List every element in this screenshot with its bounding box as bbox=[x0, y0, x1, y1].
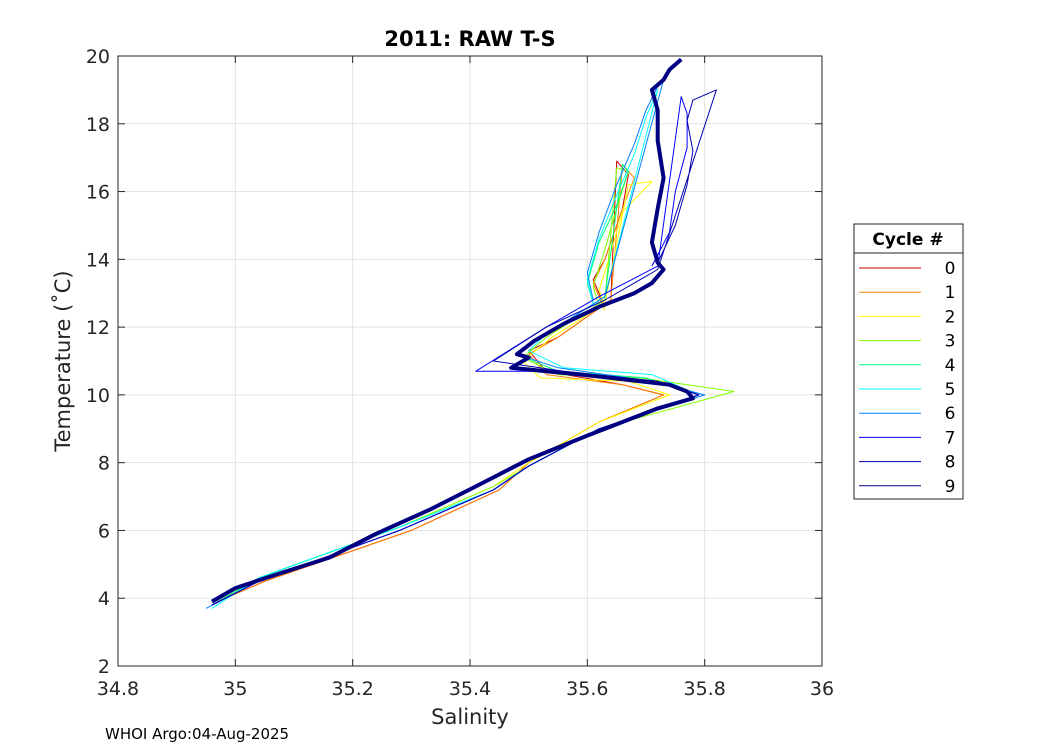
y-axis-title: Temperature (˚C) bbox=[51, 270, 75, 452]
y-tick-label: 20 bbox=[86, 46, 110, 68]
legend-label: 9 bbox=[945, 477, 956, 497]
legend-label: 1 bbox=[945, 283, 956, 303]
legend-box bbox=[853, 223, 964, 500]
y-tick-label: 8 bbox=[98, 453, 110, 475]
y-tick-label: 16 bbox=[86, 182, 110, 204]
x-axis-title: Salinity bbox=[431, 705, 509, 729]
legend-label: 7 bbox=[945, 428, 956, 448]
chart-title: 2011: RAW T-S bbox=[384, 27, 555, 51]
y-tick-label: 12 bbox=[86, 317, 110, 339]
legend-label: 4 bbox=[945, 356, 956, 376]
ticks: 34.8 35 35.2 35.4 35.6 35.8 36 2 4 6 8 10 12 14 16 18 20 bbox=[86, 46, 834, 700]
series-layer bbox=[205, 57, 735, 609]
x-tick-label: 35.6 bbox=[566, 678, 608, 700]
y-tick-label: 4 bbox=[98, 588, 110, 610]
x-tick-label: 35 bbox=[223, 678, 247, 700]
legend-label: 2 bbox=[945, 307, 956, 327]
legend-label: 0 bbox=[945, 259, 956, 279]
x-tick-label: 36 bbox=[810, 678, 834, 700]
y-tick-label: 10 bbox=[86, 385, 110, 407]
series-line-cycle-9 bbox=[210, 57, 695, 604]
x-tick-label: 35.4 bbox=[449, 678, 491, 700]
series-line-cycle-3 bbox=[217, 167, 735, 603]
legend-label: 6 bbox=[945, 404, 956, 424]
legend-title: Cycle # bbox=[872, 230, 943, 250]
series-line-cycle-8 bbox=[211, 89, 717, 606]
legend-label: 3 bbox=[945, 332, 956, 352]
legend-items: 0 1 2 3 4 5 6 7 8 9 bbox=[859, 259, 955, 497]
y-tick-label: 6 bbox=[98, 520, 110, 542]
y-tick-label: 2 bbox=[98, 656, 110, 678]
y-tick-label: 14 bbox=[86, 249, 110, 271]
footer-text: WHOI Argo:04-Aug-2025 bbox=[105, 725, 290, 743]
y-tick-label: 18 bbox=[86, 114, 110, 136]
x-tick-label: 35.8 bbox=[684, 678, 726, 700]
x-tick-label: 35.2 bbox=[332, 678, 374, 700]
legend-label: 5 bbox=[945, 380, 956, 400]
x-tick-label: 34.8 bbox=[97, 678, 139, 700]
legend: Cycle # 0 1 2 3 4 5 6 7 8 9 bbox=[853, 223, 964, 500]
legend-label: 8 bbox=[945, 453, 956, 473]
